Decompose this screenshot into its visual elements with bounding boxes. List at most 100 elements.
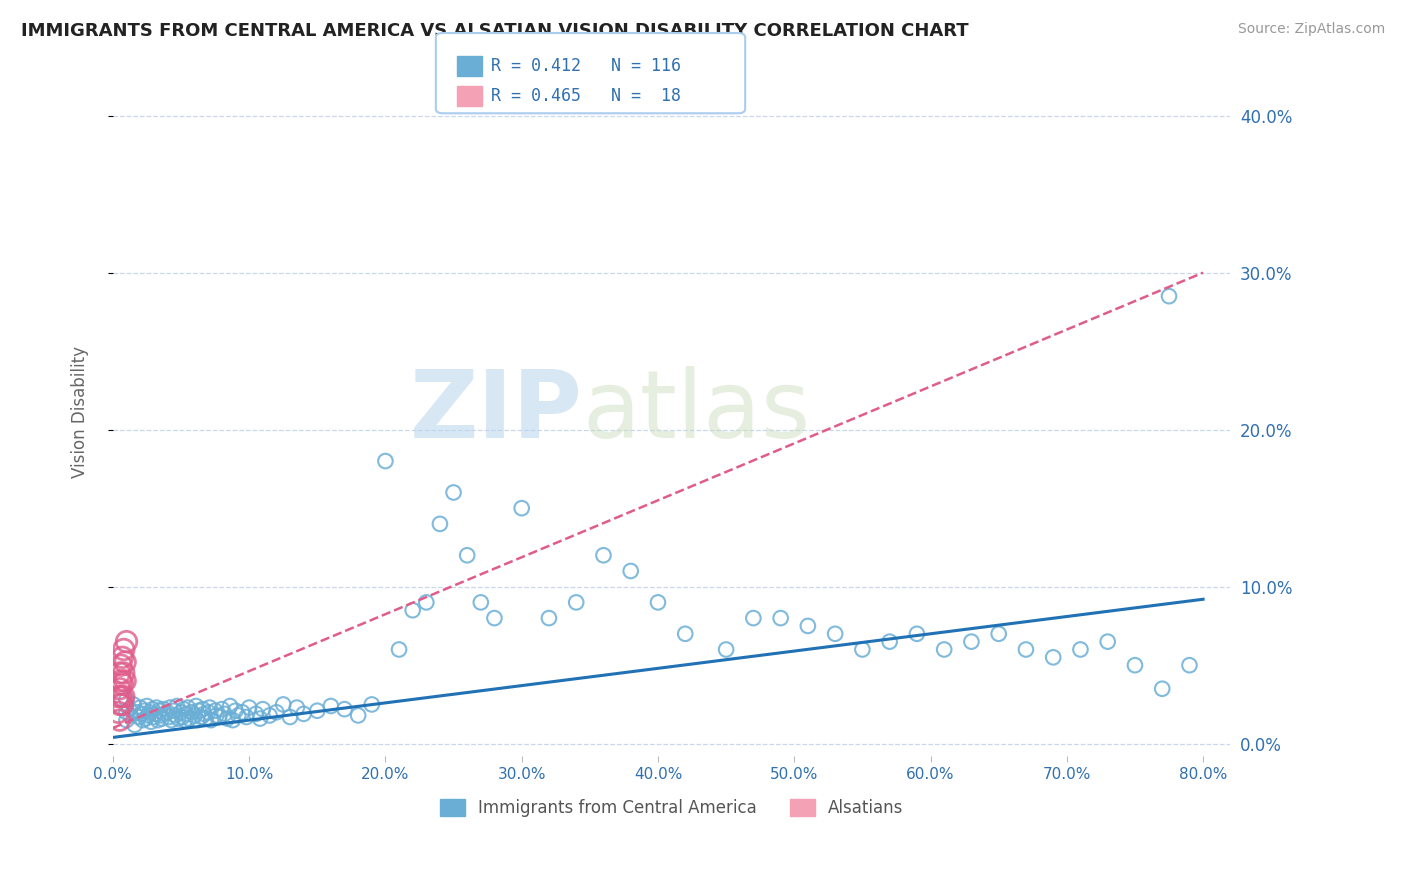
Point (219, 698, 242, 713)
Point (108, 713, 131, 727)
Point (110, 658, 132, 673)
Point (112, 666, 135, 681)
Point (110, 673, 132, 688)
Point (110, 690, 132, 704)
Text: ZIP: ZIP (409, 367, 582, 458)
Point (714, 642, 737, 657)
Point (824, 627, 846, 641)
Point (266, 706, 288, 720)
Point (129, 700, 152, 714)
Point (115, 713, 138, 727)
Point (150, 712, 173, 726)
Point (388, 642, 411, 657)
Point (167, 712, 190, 726)
Point (285, 700, 308, 714)
Point (143, 706, 166, 721)
Point (194, 712, 217, 726)
Legend: Immigrants from Central America, Alsatians: Immigrants from Central America, Alsatia… (433, 792, 910, 823)
Point (131, 706, 153, 721)
Point (374, 454, 396, 468)
Point (238, 700, 260, 714)
Point (112, 642, 135, 657)
Point (146, 713, 169, 727)
Point (879, 634, 901, 648)
Point (205, 708, 228, 723)
Point (217, 712, 239, 726)
Point (1069, 642, 1091, 657)
Point (107, 690, 129, 704)
Point (333, 702, 356, 716)
Text: Source: ZipAtlas.com: Source: ZipAtlas.com (1237, 22, 1385, 37)
Point (197, 706, 219, 720)
Point (152, 702, 174, 716)
Point (156, 706, 179, 720)
Text: atlas: atlas (582, 367, 810, 458)
Point (114, 673, 136, 688)
Point (107, 706, 129, 720)
Point (402, 603, 425, 617)
Point (165, 708, 187, 723)
Point (292, 706, 315, 721)
Point (1152, 681, 1174, 696)
Point (174, 713, 197, 727)
Point (173, 702, 195, 716)
Point (135, 712, 157, 726)
Text: R = 0.412   N = 116: R = 0.412 N = 116 (491, 57, 681, 75)
Point (1123, 658, 1146, 673)
Point (307, 704, 329, 718)
Point (415, 595, 437, 609)
Point (166, 698, 188, 713)
Point (186, 713, 208, 727)
Point (443, 485, 465, 500)
Point (245, 706, 267, 721)
Point (510, 501, 533, 516)
Point (222, 713, 245, 727)
Point (934, 642, 956, 657)
Point (797, 619, 820, 633)
Point (226, 708, 249, 723)
Point (193, 706, 215, 721)
Point (127, 706, 149, 720)
Point (118, 702, 141, 716)
Point (987, 627, 1010, 641)
Point (191, 702, 214, 716)
Point (153, 706, 176, 721)
Point (252, 702, 274, 716)
Point (108, 698, 131, 712)
Point (1042, 650, 1064, 665)
Point (200, 713, 222, 727)
Point (347, 708, 370, 723)
Point (620, 564, 643, 578)
Point (484, 611, 506, 625)
Point (249, 712, 271, 726)
Point (132, 713, 155, 727)
Point (145, 700, 167, 714)
Point (183, 708, 205, 723)
Point (111, 698, 134, 712)
Point (184, 698, 207, 713)
Point (204, 704, 226, 718)
Point (360, 698, 382, 712)
Point (187, 704, 209, 718)
Point (108, 681, 131, 696)
Point (673, 627, 696, 641)
Point (742, 611, 765, 625)
Point (1157, 289, 1180, 303)
Point (176, 706, 198, 721)
Point (114, 655, 136, 669)
Point (177, 700, 200, 714)
Point (115, 634, 138, 648)
Point (157, 710, 180, 724)
Point (180, 706, 202, 720)
Point (142, 710, 165, 724)
Point (135, 698, 157, 713)
Point (108, 666, 131, 681)
Point (1097, 634, 1119, 648)
Point (128, 710, 150, 724)
Point (124, 718, 146, 732)
Point (960, 634, 983, 648)
Point (769, 611, 792, 625)
Text: R = 0.465   N =  18: R = 0.465 N = 18 (491, 87, 681, 105)
Point (905, 627, 928, 641)
Point (198, 700, 221, 714)
